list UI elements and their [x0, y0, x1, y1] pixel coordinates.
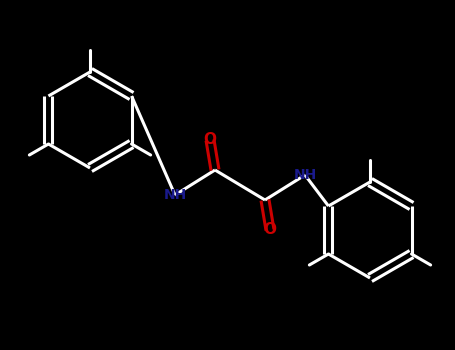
Text: NH: NH: [163, 188, 187, 202]
Text: NH: NH: [293, 168, 317, 182]
Text: O: O: [263, 223, 277, 238]
Text: O: O: [203, 133, 217, 147]
